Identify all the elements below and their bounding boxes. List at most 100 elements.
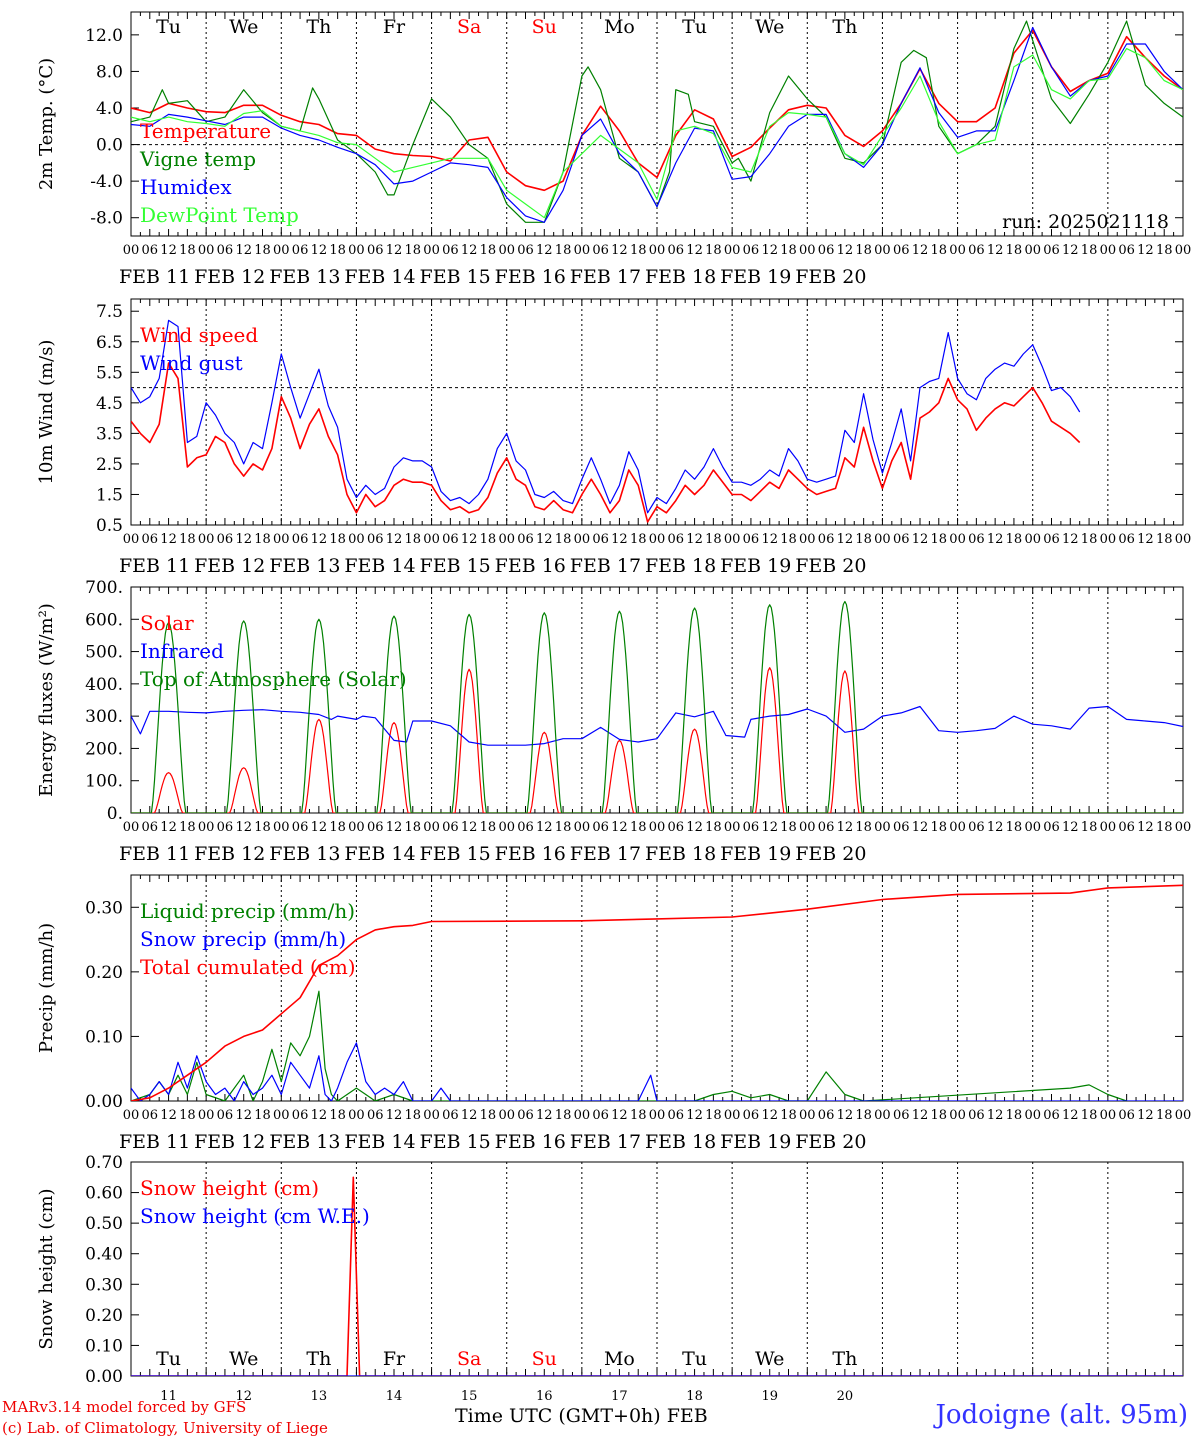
hour-tick-label: 00 [574, 532, 591, 547]
hour-tick-label: 06 [818, 1108, 835, 1123]
hour-tick-label: 12 [536, 820, 553, 835]
hour-tick-label: 18 [480, 243, 497, 258]
hour-tick-label: 18 [931, 820, 948, 835]
legend-entry: Wind speed [140, 323, 258, 347]
hour-tick-label: 18 [1006, 532, 1023, 547]
legend-entry: Vigne temp [139, 147, 256, 171]
hour-tick-label: 06 [142, 1108, 159, 1123]
hour-tick-label: 12 [686, 820, 703, 835]
hour-tick-label: 00 [348, 820, 365, 835]
model-credit: MARv3.14 model forced by GFS [2, 1398, 247, 1416]
hour-tick-label: 06 [743, 820, 760, 835]
series-line-2 [131, 1042, 1183, 1101]
hour-tick-label: 18 [705, 532, 722, 547]
series-line-3 [131, 26, 1183, 223]
weekday-label: Mo [604, 16, 635, 38]
hour-tick-label: 18 [855, 243, 872, 258]
hour-tick-label: 12 [461, 820, 478, 835]
hour-tick-label: 18 [179, 532, 196, 547]
series-group [131, 600, 1183, 813]
hour-tick-label: 12 [235, 243, 252, 258]
hour-tick-label: 12 [686, 532, 703, 547]
hour-tick-label: 00 [348, 532, 365, 547]
weekday-label: We [229, 1348, 258, 1370]
hour-tick-label: 18 [1156, 243, 1173, 258]
hour-tick-label: 00 [273, 820, 290, 835]
date-label: FEB 14 [344, 1131, 415, 1153]
hour-tick-label: 06 [668, 820, 685, 835]
date-label: FEB 16 [495, 266, 566, 288]
hour-tick-label: 06 [592, 532, 609, 547]
time-axis-label: Time UTC (GMT+0h) FEB [455, 1405, 708, 1427]
hour-tick-label: 12 [686, 243, 703, 258]
date-label: FEB 16 [495, 1131, 566, 1153]
legend-entry: Humidex [140, 175, 232, 199]
hour-tick-label: 06 [818, 243, 835, 258]
date-label: FEB 13 [269, 266, 340, 288]
hour-tick-label: 00 [574, 820, 591, 835]
lab-credit: (c) Lab. of Climatology, University of L… [2, 1419, 328, 1437]
y-tick-label: 0.40 [85, 1245, 123, 1265]
y-axis-label: 10m Wind (m/s) [36, 340, 57, 485]
hour-tick-label: 00 [123, 532, 140, 547]
y-tick-label: 2.5 [96, 455, 123, 475]
hour-tick-label: 00 [649, 1108, 666, 1123]
legend-entry: Liquid precip (mm/h) [140, 899, 355, 923]
date-label: FEB 16 [495, 843, 566, 865]
hour-tick-label: 06 [217, 532, 234, 547]
hour-tick-label: 00 [874, 1108, 891, 1123]
y-tick-label: 400. [85, 675, 123, 695]
hour-tick-label: 18 [1081, 1108, 1098, 1123]
hour-tick-label: 06 [968, 243, 985, 258]
hour-tick-label: 12 [761, 532, 778, 547]
hour-tick-label: 18 [1081, 820, 1098, 835]
hour-tick-label: 12 [386, 820, 403, 835]
y-tick-label: 4.5 [96, 394, 123, 414]
hour-tick-label: 06 [217, 820, 234, 835]
y-tick-label: 0.30 [85, 898, 123, 918]
plot-frame [130, 586, 1184, 814]
hour-tick-label: 00 [874, 820, 891, 835]
run-label: run: 2025021118 [1002, 211, 1169, 233]
hour-tick-label: 00 [649, 532, 666, 547]
date-label: FEB 11 [119, 1131, 190, 1153]
hour-tick-label: 12 [761, 820, 778, 835]
y-tick-label: 3.5 [96, 424, 123, 444]
hour-tick-label: 06 [818, 532, 835, 547]
series-group [131, 319, 1081, 523]
hour-tick-label: 18 [1006, 1108, 1023, 1123]
hour-tick-label: 00 [498, 1108, 515, 1123]
hour-tick-label: 00 [273, 243, 290, 258]
hour-tick-label: 06 [743, 1108, 760, 1123]
site-name: Jodoigne (alt. 95m) [935, 1400, 1188, 1430]
hour-tick-label: 06 [142, 820, 159, 835]
date-label: FEB 15 [420, 266, 491, 288]
date-label: FEB 11 [119, 266, 190, 288]
hour-tick-label: 12 [160, 820, 177, 835]
hour-tick-label: 00 [649, 243, 666, 258]
hour-tick-label: 06 [893, 820, 910, 835]
hour-tick-label: 18 [705, 820, 722, 835]
y-tick-label: 0.0 [96, 136, 123, 156]
hour-tick-label: 06 [592, 820, 609, 835]
hour-tick-label: 18 [405, 243, 422, 258]
hour-tick-label: 12 [837, 820, 854, 835]
hour-tick-label: 12 [536, 532, 553, 547]
date-label: FEB 15 [420, 555, 491, 577]
day-number-label: 12 [235, 1389, 252, 1404]
weekday-label: Sa [457, 1348, 481, 1370]
y-axis-label: Precip (mm/h) [36, 923, 57, 1053]
series-line-1 [131, 1176, 1183, 1376]
hour-tick-label: 12 [386, 243, 403, 258]
hour-tick-label: 00 [874, 532, 891, 547]
hour-tick-label: 00 [123, 243, 140, 258]
hour-tick-label: 12 [912, 532, 929, 547]
hour-tick-label: 18 [329, 532, 346, 547]
series-line-1 [131, 29, 1183, 192]
weekday-label: Su [532, 16, 557, 38]
series-line-1 [131, 990, 1127, 1101]
hour-tick-label: 12 [1062, 820, 1079, 835]
hour-tick-label: 00 [874, 243, 891, 258]
hour-tick-label: 18 [405, 1108, 422, 1123]
